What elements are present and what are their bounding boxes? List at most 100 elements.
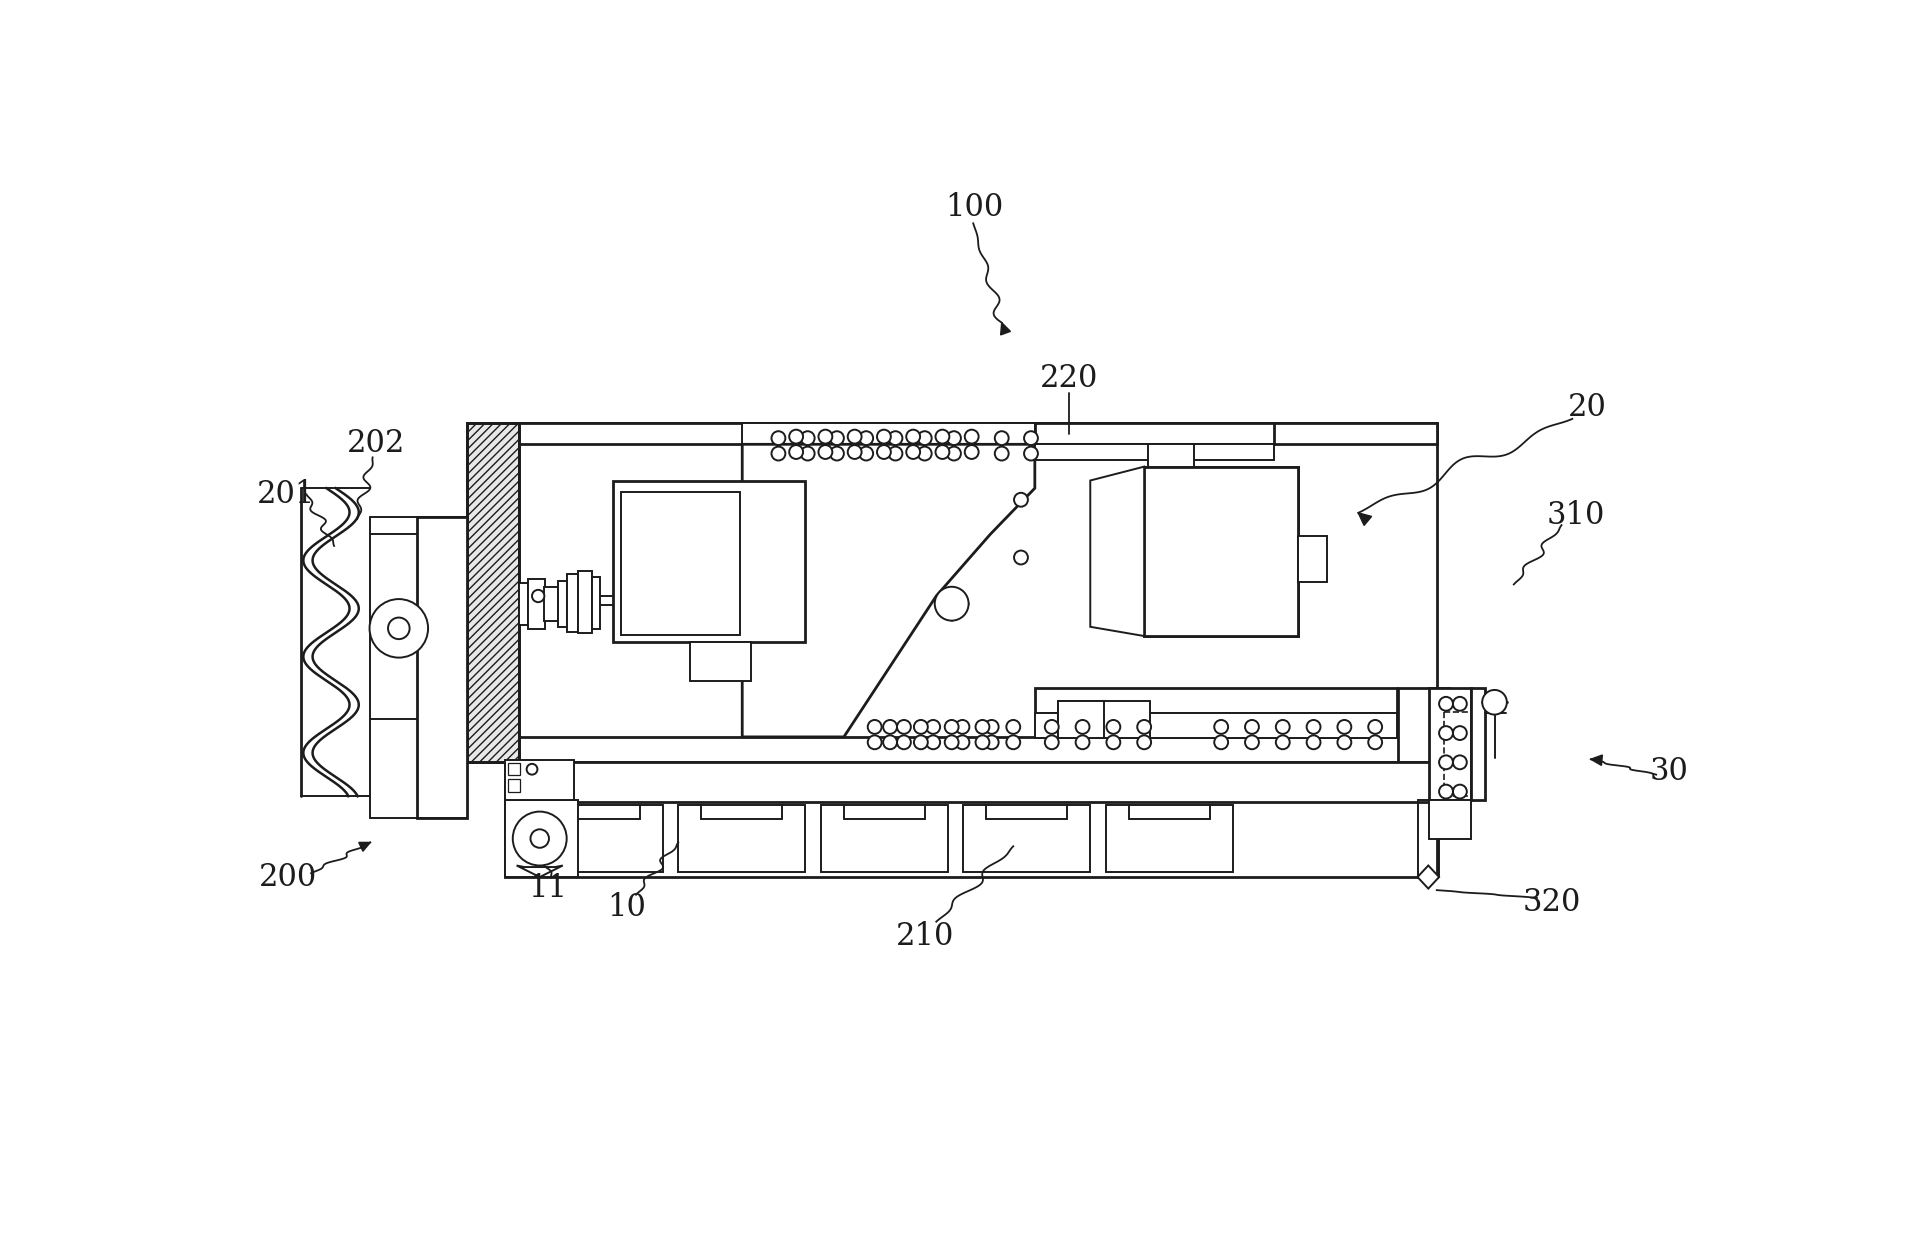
Polygon shape <box>1417 865 1438 889</box>
Bar <box>1034 688 1396 713</box>
Bar <box>1144 467 1297 636</box>
Bar <box>1056 701 1150 738</box>
Text: 320: 320 <box>1522 886 1581 918</box>
Bar <box>505 801 578 876</box>
Circle shape <box>1337 720 1350 733</box>
Circle shape <box>1076 736 1089 749</box>
Polygon shape <box>742 444 1034 737</box>
Bar <box>1428 688 1470 801</box>
Circle shape <box>1306 736 1320 749</box>
Circle shape <box>847 444 862 459</box>
Circle shape <box>946 447 961 461</box>
Circle shape <box>1213 720 1228 733</box>
Bar <box>742 423 1034 444</box>
Circle shape <box>913 720 927 733</box>
Circle shape <box>925 720 940 733</box>
Circle shape <box>530 829 549 848</box>
Circle shape <box>994 431 1009 444</box>
Bar <box>1297 535 1327 583</box>
Bar <box>1447 701 1472 748</box>
Bar <box>1428 801 1470 839</box>
Bar <box>566 574 578 632</box>
Polygon shape <box>517 865 563 876</box>
Circle shape <box>994 447 1009 461</box>
Circle shape <box>1438 756 1451 769</box>
Circle shape <box>934 586 969 621</box>
Circle shape <box>789 444 803 459</box>
Polygon shape <box>999 322 1011 335</box>
Circle shape <box>1106 736 1119 749</box>
Circle shape <box>984 720 997 733</box>
Text: 100: 100 <box>946 192 1003 223</box>
Circle shape <box>917 447 931 461</box>
Circle shape <box>1451 697 1466 711</box>
Circle shape <box>974 720 990 733</box>
Bar <box>1470 688 1484 801</box>
Circle shape <box>1024 447 1037 461</box>
Bar <box>559 580 566 626</box>
Bar <box>1148 444 1194 467</box>
Circle shape <box>1106 720 1119 733</box>
Circle shape <box>965 444 978 459</box>
Circle shape <box>1045 720 1058 733</box>
Circle shape <box>789 430 803 443</box>
Polygon shape <box>1358 513 1371 525</box>
Text: 10: 10 <box>606 893 646 924</box>
Bar <box>612 481 805 642</box>
Text: 202: 202 <box>347 428 404 459</box>
Bar <box>578 571 591 632</box>
Circle shape <box>944 736 957 749</box>
Circle shape <box>1451 756 1466 769</box>
Bar <box>1434 688 1447 762</box>
Circle shape <box>934 444 950 459</box>
Text: 310: 310 <box>1545 499 1604 530</box>
Polygon shape <box>1590 754 1602 766</box>
Circle shape <box>1013 493 1028 507</box>
Circle shape <box>370 599 427 657</box>
Circle shape <box>955 720 969 733</box>
Bar <box>820 806 948 871</box>
Bar <box>505 801 1436 876</box>
Circle shape <box>1367 720 1381 733</box>
Bar <box>536 806 662 871</box>
Bar <box>620 492 740 635</box>
Circle shape <box>984 736 997 749</box>
Circle shape <box>896 720 910 733</box>
Circle shape <box>1367 736 1381 749</box>
Bar <box>963 806 1089 871</box>
Circle shape <box>801 431 814 444</box>
Circle shape <box>955 736 969 749</box>
Text: 30: 30 <box>1650 756 1688 787</box>
Circle shape <box>1213 736 1228 749</box>
Bar <box>1034 713 1396 738</box>
Circle shape <box>868 736 881 749</box>
Circle shape <box>1137 720 1150 733</box>
Text: 200: 200 <box>259 862 317 893</box>
Circle shape <box>946 431 961 444</box>
Circle shape <box>1438 697 1451 711</box>
Circle shape <box>858 447 873 461</box>
Circle shape <box>877 444 891 459</box>
Circle shape <box>770 431 786 444</box>
Text: 11: 11 <box>528 873 566 904</box>
Circle shape <box>818 430 831 443</box>
Circle shape <box>858 431 873 444</box>
Polygon shape <box>1089 467 1144 636</box>
Circle shape <box>1013 550 1028 564</box>
Circle shape <box>1306 720 1320 733</box>
Circle shape <box>830 431 843 444</box>
Circle shape <box>1245 720 1259 733</box>
Bar <box>1034 444 1272 459</box>
Circle shape <box>877 430 891 443</box>
Text: 220: 220 <box>1039 364 1097 395</box>
Circle shape <box>1276 736 1289 749</box>
Circle shape <box>883 720 896 733</box>
Bar <box>591 576 599 629</box>
Circle shape <box>513 812 566 865</box>
Bar <box>467 737 1436 762</box>
Circle shape <box>883 736 896 749</box>
Circle shape <box>1276 720 1289 733</box>
Bar <box>467 423 519 762</box>
Circle shape <box>906 430 919 443</box>
Bar <box>1056 701 1104 738</box>
